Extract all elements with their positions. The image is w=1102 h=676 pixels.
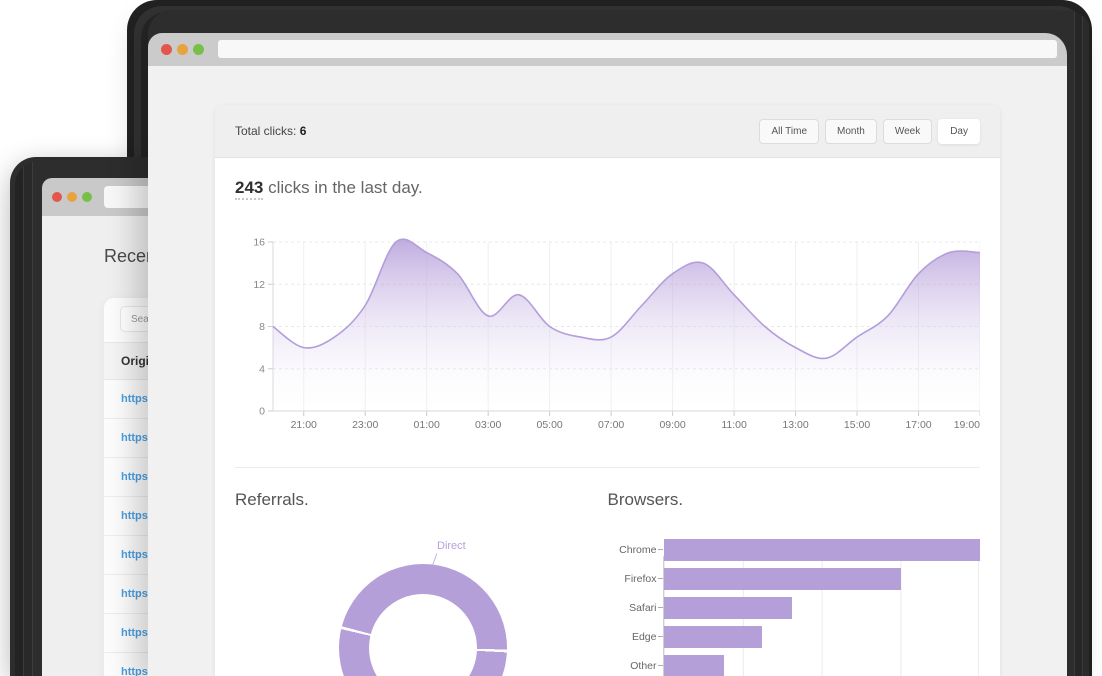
analytics-window-content: Total clicks: 6 All Time Month Week Day 243… xyxy=(148,66,1067,676)
chart-sections: Referrals. Direct Browse xyxy=(235,468,980,676)
bar-tick xyxy=(657,636,663,637)
y-tick-label: 8 xyxy=(259,321,265,333)
bar-tick xyxy=(657,607,663,608)
close-window-button[interactable] xyxy=(161,44,172,55)
x-tick-label: 17:00 xyxy=(905,419,931,429)
x-tick-label: 19:00 xyxy=(954,419,980,429)
fullscreen-window-button[interactable] xyxy=(193,44,204,55)
bar-track xyxy=(663,596,981,619)
bar-track xyxy=(663,538,980,561)
total-clicks: Total clicks: 6 xyxy=(235,124,306,138)
range-button-all-time[interactable]: All Time xyxy=(759,118,820,144)
area-line xyxy=(272,238,980,360)
y-tick-label: 12 xyxy=(253,279,265,291)
minimize-window-button[interactable] xyxy=(177,44,188,55)
range-button-day[interactable]: Day xyxy=(938,118,980,144)
analytics-card-header: Total clicks: 6 All Time Month Week Day xyxy=(215,105,1000,158)
analytics-window-titlebar xyxy=(148,33,1067,66)
donut-ring xyxy=(339,564,507,676)
original-url-link[interactable]: https: xyxy=(121,471,152,483)
time-range-buttons: All Time Month Week Day xyxy=(753,118,980,144)
y-tick-label: 0 xyxy=(259,406,265,418)
original-url-link[interactable]: https: xyxy=(121,432,152,444)
bar-category-label: Safari xyxy=(629,601,657,614)
x-tick-label: 01:00 xyxy=(414,419,440,429)
section-divider xyxy=(235,467,980,468)
analytics-window-frame: Total clicks: 6 All Time Month Week Day 243… xyxy=(148,10,1092,676)
total-clicks-value: 6 xyxy=(299,124,307,138)
bar-tick xyxy=(657,665,663,666)
recent-heading: Recen xyxy=(104,246,157,266)
analytics-card-body: 243 clicks in the last day. 21:00 23:00 01… xyxy=(215,178,1000,676)
x-tick-label: 15:00 xyxy=(844,419,870,429)
donut-hole xyxy=(369,594,477,676)
referrals-section: Referrals. Direct xyxy=(235,468,608,676)
original-url-link[interactable]: https: xyxy=(121,549,152,561)
bar-track xyxy=(663,567,981,590)
clicks-area-chart: 21:00 23:00 01:00 03:00 05:00 07:00 09:00 11:00… xyxy=(253,237,980,429)
original-url-link[interactable]: https: xyxy=(121,666,152,676)
bar-category-label: Edge xyxy=(631,630,657,643)
bar-row-chrome: Chrome xyxy=(608,535,980,564)
clicks-headline-text: clicks in the last day. xyxy=(263,178,423,197)
y-tick-label: 4 xyxy=(259,363,265,375)
bar-category-label: Other xyxy=(630,659,657,672)
donut-slice-label: Direct xyxy=(437,540,466,552)
bar-row-firefox: Firefox xyxy=(608,564,981,593)
bar-category-label: Firefox xyxy=(624,572,657,585)
x-tick-label: 11:00 xyxy=(721,419,747,429)
x-tick-label: 13:00 xyxy=(782,419,808,429)
x-tick-label: 23:00 xyxy=(352,419,378,429)
bar-category-label: Chrome xyxy=(619,543,657,556)
bar-track xyxy=(663,625,981,648)
url-bar[interactable] xyxy=(218,40,1057,58)
bar-tick xyxy=(657,549,663,550)
bar-edge xyxy=(663,625,762,648)
y-tick-label: 16 xyxy=(253,237,265,249)
bar-track xyxy=(663,654,981,676)
bar-row-safari: Safari xyxy=(608,593,981,622)
bar-tick xyxy=(657,578,663,579)
original-url-link[interactable]: https: xyxy=(121,588,152,600)
bar-row-other: Other xyxy=(608,651,981,676)
x-tick-label: 07:00 xyxy=(598,419,624,429)
original-url-link[interactable]: https: xyxy=(121,510,152,522)
browsers-bar-chart: Chrome Firefox Safari Edge Other xyxy=(608,535,981,676)
bar-row-edge: Edge xyxy=(608,622,981,651)
bar-other xyxy=(663,654,724,676)
table-row: https: xyxy=(104,653,434,676)
x-tick-label: 05:00 xyxy=(537,419,563,429)
browsers-title: Browsers. xyxy=(607,490,684,509)
close-window-button[interactable] xyxy=(52,192,62,202)
referrals-donut-chart: Direct xyxy=(235,510,608,676)
referrals-title: Referrals. xyxy=(235,490,309,509)
bar-safari xyxy=(663,596,792,619)
original-url-link[interactable]: https: xyxy=(121,627,152,639)
bar-chrome xyxy=(663,538,980,561)
original-url-link[interactable]: https: xyxy=(121,393,152,405)
range-button-month[interactable]: Month xyxy=(825,118,877,144)
x-tick-label: 21:00 xyxy=(291,419,317,429)
clicks-count: 243 xyxy=(235,178,264,200)
range-button-week[interactable]: Week xyxy=(882,118,933,144)
fullscreen-window-button[interactable] xyxy=(82,192,92,202)
bar-firefox xyxy=(663,567,901,590)
browsers-section: Browsers. Chrome Firefox Safari Edge Other xyxy=(607,468,981,676)
minimize-window-button[interactable] xyxy=(67,192,77,202)
analytics-window: Total clicks: 6 All Time Month Week Day 243… xyxy=(148,10,1092,676)
area-fill xyxy=(273,239,980,411)
x-tick-label: 09:00 xyxy=(659,419,685,429)
analytics-card: Total clicks: 6 All Time Month Week Day 243… xyxy=(215,105,1000,676)
x-tick-label: 03:00 xyxy=(475,419,501,429)
total-clicks-label: Total clicks: xyxy=(235,124,297,138)
clicks-headline: 243 clicks in the last day. xyxy=(235,178,980,200)
